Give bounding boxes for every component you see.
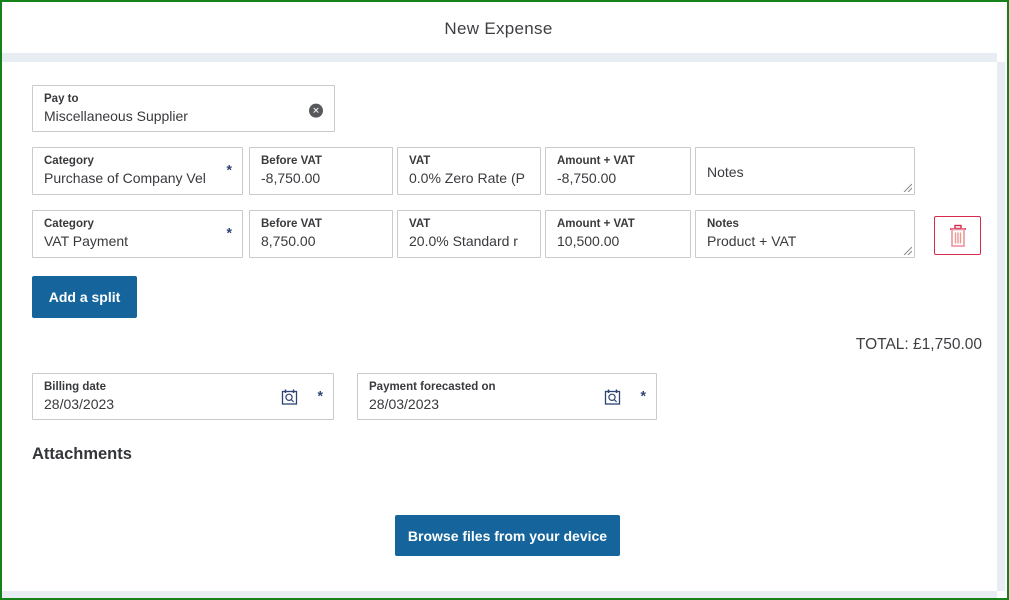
pay-to-value: Miscellaneous Supplier <box>44 108 188 124</box>
clear-icon[interactable]: ✕ <box>309 103 323 118</box>
payment-forecasted-label: Payment forecasted on <box>369 381 496 393</box>
resize-handle-icon[interactable] <box>902 182 912 192</box>
vat-field-row1[interactable]: VAT 0.0% Zero Rate (P <box>397 147 541 195</box>
delete-split-button[interactable] <box>934 216 981 255</box>
category-value: Purchase of Company Vel <box>44 170 206 186</box>
calendar-search-icon[interactable] <box>280 387 299 406</box>
required-asterisk: * <box>317 387 323 404</box>
page-title: New Expense <box>444 19 553 38</box>
billing-date-label: Billing date <box>44 381 106 393</box>
before-vat-label: Before VAT <box>261 218 322 230</box>
before-vat-field-row2[interactable]: Before VAT 8,750.00 <box>249 210 393 258</box>
attachments-heading: Attachments <box>32 445 132 463</box>
pay-to-label: Pay to <box>44 93 79 105</box>
vertical-scrollbar[interactable] <box>997 62 1005 591</box>
vat-label: VAT <box>409 218 431 230</box>
calendar-search-icon[interactable] <box>603 387 622 406</box>
notes-field-row1[interactable]: Notes <box>695 147 915 195</box>
before-vat-value: -8,750.00 <box>261 170 321 186</box>
category-field-row1[interactable]: Category Purchase of Company Vel * <box>32 147 243 195</box>
category-field-row2[interactable]: Category VAT Payment * <box>32 210 243 258</box>
amount-vat-label: Amount + VAT <box>557 218 635 230</box>
billing-date-value: 28/03/2023 <box>44 396 115 412</box>
vat-value: 0.0% Zero Rate (P <box>409 170 525 186</box>
notes-placeholder: Notes <box>707 163 744 180</box>
browse-files-button[interactable]: Browse files from your device <box>395 515 620 556</box>
before-vat-value: 8,750.00 <box>261 233 316 249</box>
required-asterisk: * <box>640 387 646 404</box>
notes-label: Notes <box>707 218 739 230</box>
resize-handle-icon[interactable] <box>902 245 912 255</box>
amount-vat-value: 10,500.00 <box>557 233 620 249</box>
before-vat-label: Before VAT <box>261 155 322 167</box>
category-label: Category <box>44 218 94 230</box>
billing-date-field[interactable]: Billing date 28/03/2023 * <box>32 373 334 420</box>
pay-to-field[interactable]: Pay to Miscellaneous Supplier ✕ <box>32 85 335 132</box>
before-vat-field-row1[interactable]: Before VAT -8,750.00 <box>249 147 393 195</box>
notes-value: Product + VAT <box>707 233 797 249</box>
category-label: Category <box>44 155 94 167</box>
total-amount: TOTAL: £1,750.00 <box>855 336 982 353</box>
horizontal-scrollbar[interactable] <box>2 591 997 598</box>
trash-icon <box>949 224 966 247</box>
vat-field-row2[interactable]: VAT 20.0% Standard r <box>397 210 541 258</box>
required-asterisk: * <box>226 161 232 178</box>
amount-vat-label: Amount + VAT <box>557 155 635 167</box>
vat-label: VAT <box>409 155 431 167</box>
payment-forecasted-value: 28/03/2023 <box>369 396 440 412</box>
amount-vat-field-row1[interactable]: Amount + VAT -8,750.00 <box>545 147 691 195</box>
amount-vat-value: -8,750.00 <box>557 170 617 186</box>
notes-field-row2[interactable]: Notes Product + VAT <box>695 210 915 258</box>
required-asterisk: * <box>226 224 232 241</box>
header-divider <box>2 53 997 62</box>
amount-vat-field-row2[interactable]: Amount + VAT 10,500.00 <box>545 210 691 258</box>
vat-value: 20.0% Standard r <box>409 233 518 249</box>
category-value: VAT Payment <box>44 233 129 249</box>
add-split-button[interactable]: Add a split <box>32 276 137 318</box>
payment-forecasted-field[interactable]: Payment forecasted on 28/03/2023 * <box>357 373 657 420</box>
